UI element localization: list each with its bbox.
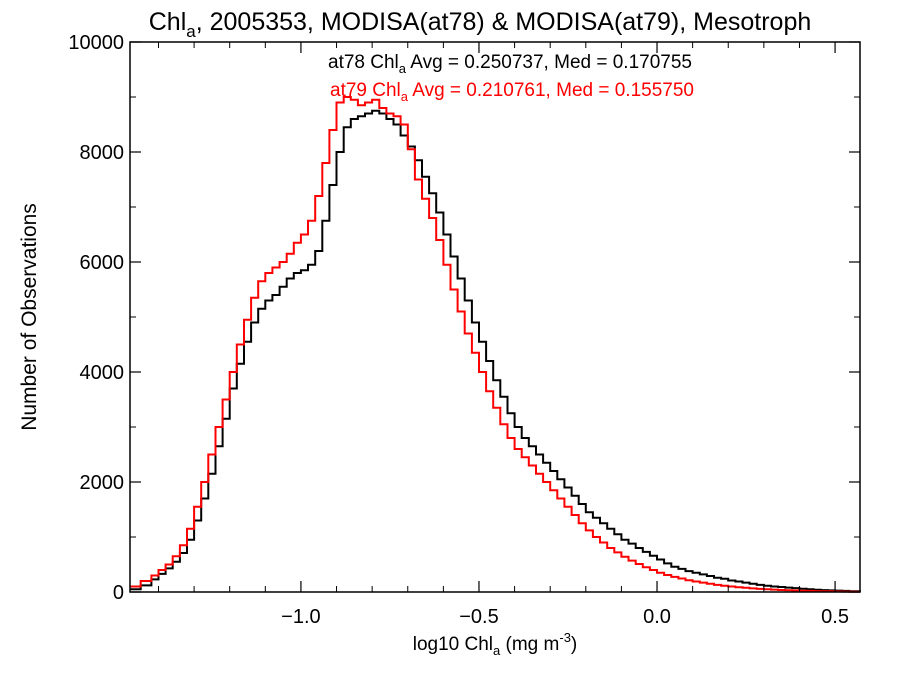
y-axis-label: Number of Observations [18, 203, 41, 431]
chart-title-main: Chl [149, 8, 187, 36]
x-tick-label: 0.0 [643, 606, 671, 628]
series-line-at79 [130, 96, 860, 593]
legend-label-at78-stats: Avg = 0.250737, Med = 0.170755 [406, 52, 692, 73]
x-axis-label-superscript: -3 [559, 630, 571, 645]
y-tick-label: 10000 [68, 32, 124, 54]
legend-label-at79-stats: Avg = 0.210761, Med = 0.155750 [408, 80, 694, 101]
axis-layer: −1.0 −0.5 0.0 0.5 0 2000 4000 6000 8000 10000 [68, 32, 860, 628]
series-line-at78 [130, 109, 861, 593]
x-axis-label-subscript: a [493, 643, 501, 658]
x-tick-label: −0.5 [459, 606, 498, 628]
x-tick-label: −1.0 [281, 606, 320, 628]
x-axis-label-close: ) [571, 634, 577, 655]
x-axis-label: log10 Chla (mg m-3) [413, 630, 578, 658]
chart-title-rest: , 2005353, MODISA(at78) & MODISA(at79), … [196, 8, 812, 36]
legend-label-at78-prefix: at78 Chl [328, 52, 399, 73]
legend-label-at79-subscript: a [401, 89, 409, 104]
x-axis-label-prefix: log10 Chl [413, 634, 493, 655]
y-tick-label: 2000 [80, 472, 125, 494]
y-tick-label: 0 [113, 582, 124, 604]
legend-label-at79: at79 Chla Avg = 0.210761, Med = 0.155750 [330, 80, 694, 104]
chart-title-subscript: a [186, 22, 196, 41]
series-layer [130, 96, 861, 593]
legend-label-at78-subscript: a [399, 61, 407, 76]
y-tick-label: 8000 [80, 142, 125, 164]
y-tick-label: 6000 [80, 252, 125, 274]
x-axis-label-units: (mg m [500, 634, 559, 655]
legend-label-at79-prefix: at79 Chl [330, 80, 401, 101]
y-tick-label: 4000 [80, 362, 125, 384]
legend-label-at78: at78 Chla Avg = 0.250737, Med = 0.170755 [328, 52, 692, 76]
x-tick-label: 0.5 [821, 606, 849, 628]
chart-title: Chla, 2005353, MODISA(at78) & MODISA(at7… [149, 8, 812, 41]
